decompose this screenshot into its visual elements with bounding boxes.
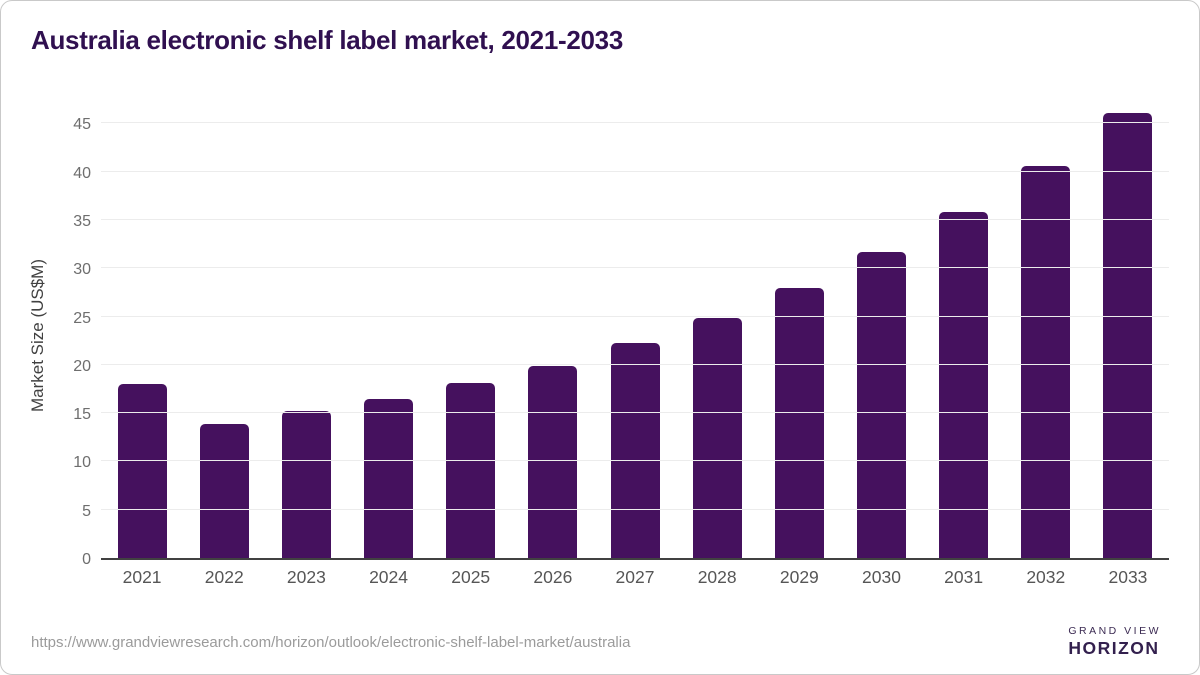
bar-2022 (199, 423, 249, 558)
bar-2026 (528, 365, 578, 558)
x-tick-label: 2029 (779, 567, 819, 587)
logo-reflection-line (1031, 650, 1041, 653)
brand-footer: GRAND VIEW HORIZON (1015, 621, 1161, 662)
bar-cell (512, 111, 594, 558)
bar-2032 (1021, 165, 1071, 558)
bar-2027 (610, 342, 660, 558)
bar-2024 (364, 398, 414, 558)
logo-sun-dome (1026, 631, 1046, 642)
chart-title: Australia electronic shelf label market,… (31, 25, 623, 55)
bar-cell (594, 111, 676, 558)
bar-cell (430, 111, 512, 558)
bar-2025 (446, 383, 496, 558)
x-tick-label: 2022 (204, 567, 244, 587)
bar-2030 (856, 251, 906, 558)
y-tick-label: 0 (82, 551, 91, 568)
y-tick-label: 10 (73, 454, 91, 472)
bar-2028 (692, 317, 742, 558)
y-tick-label: 5 (82, 502, 91, 520)
y-axis: 0 5 10 15 20 25 30 35 40 45 (1, 111, 91, 568)
brand-text: GRAND VIEW HORIZON (1068, 624, 1161, 658)
x-tick-label: 2021 (122, 567, 162, 587)
gridline (101, 412, 1169, 414)
brand-name-bottom: HORIZON (1068, 638, 1160, 658)
bar-cell (347, 111, 429, 558)
bar-2029 (774, 287, 824, 558)
bar-cell (265, 111, 347, 558)
x-tick-label: 2023 (286, 567, 326, 587)
x-tick-label: 2033 (1108, 567, 1148, 587)
bar-cell (758, 111, 840, 558)
gridline (101, 267, 1169, 269)
x-tick-label: 2028 (697, 567, 737, 587)
x-tick-label: 2031 (944, 567, 984, 587)
gridline (101, 508, 1169, 510)
y-tick-label: 20 (73, 357, 91, 375)
plot-area (101, 111, 1169, 560)
bar-cell (923, 111, 1005, 558)
source-url: https://www.grandviewresearch.com/horizo… (31, 634, 631, 651)
brand-name-top: GRAND VIEW (1068, 624, 1161, 637)
bar-2033 (1103, 112, 1153, 558)
x-tick-label: 2025 (451, 567, 491, 587)
gridline (101, 170, 1169, 172)
gridline (101, 219, 1169, 221)
bar-2031 (939, 212, 989, 558)
y-tick-label: 40 (73, 164, 91, 182)
bar-cell (183, 111, 265, 558)
bar-2023 (281, 411, 331, 558)
grand-view-horizon-logo-icon (1015, 621, 1056, 662)
y-tick-label: 25 (73, 309, 91, 327)
gridline (101, 122, 1169, 124)
x-tick-label: 2032 (1026, 567, 1066, 587)
y-tick-label: 30 (73, 261, 91, 279)
y-tick-label: 35 (73, 213, 91, 231)
bar-cell (1005, 111, 1087, 558)
bar-cell (676, 111, 758, 558)
x-tick-label: 2030 (862, 567, 901, 587)
gridline (101, 363, 1169, 365)
bar-cell (1087, 111, 1169, 558)
x-tick-label: 2024 (369, 567, 409, 587)
x-tick-label: 2026 (533, 567, 573, 587)
bar-cell (840, 111, 922, 558)
x-tick-label: 2027 (615, 567, 655, 587)
x-axis: 2021 2022 2023 2024 2025 2026 2027 2028 2029 2030… (101, 567, 1169, 588)
bars-group (101, 111, 1169, 558)
y-tick-label: 45 (73, 116, 91, 134)
gridline (101, 315, 1169, 317)
logo-reflection-line (1028, 644, 1043, 647)
y-tick-label: 15 (73, 406, 91, 424)
bar-cell (101, 111, 183, 558)
gridline (101, 460, 1169, 462)
bar-2021 (117, 384, 167, 558)
